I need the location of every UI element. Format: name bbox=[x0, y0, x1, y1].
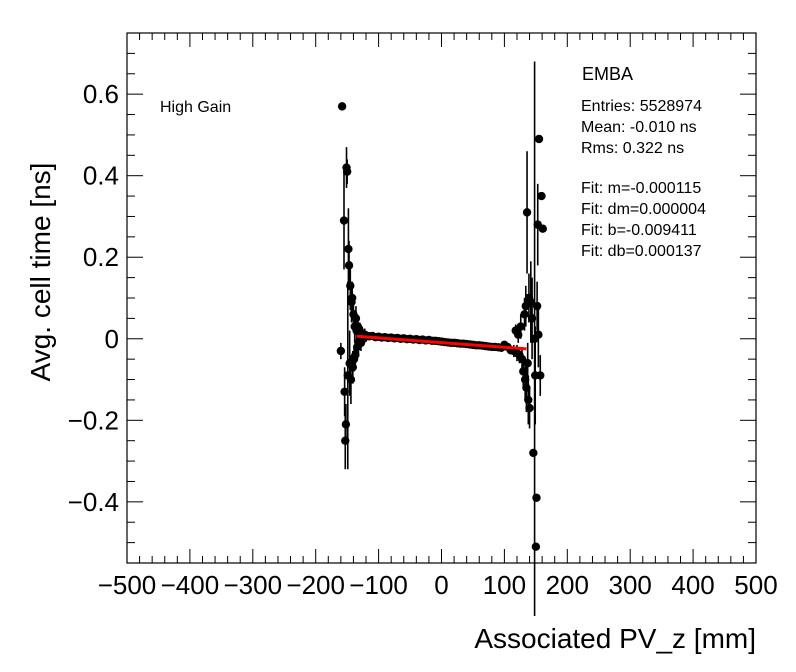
data-point bbox=[522, 208, 532, 217]
data-point bbox=[523, 359, 532, 368]
data-point bbox=[514, 330, 523, 339]
stats-mean: Mean: -0.010 ns bbox=[581, 119, 697, 136]
x-tick-label: 300 bbox=[609, 570, 652, 600]
data-point bbox=[536, 371, 545, 380]
data-point bbox=[344, 261, 354, 270]
data-point bbox=[522, 383, 531, 392]
x-tick-label: 200 bbox=[546, 570, 589, 600]
data-point bbox=[339, 216, 349, 225]
x-tick-label: 500 bbox=[734, 570, 777, 600]
data-point bbox=[348, 363, 358, 372]
data-point bbox=[347, 293, 357, 303]
data-point bbox=[525, 403, 534, 413]
data-point bbox=[344, 244, 353, 254]
data-point bbox=[524, 395, 533, 405]
data-point bbox=[516, 322, 525, 331]
axis-ticks bbox=[126, 32, 757, 564]
data-point bbox=[351, 350, 360, 360]
data-point bbox=[532, 301, 542, 311]
x-tick-label: −500 bbox=[98, 570, 157, 600]
data-point bbox=[534, 330, 543, 339]
data-point bbox=[532, 493, 541, 502]
y-tick-label: 0 bbox=[105, 324, 119, 354]
x-tick-label: 400 bbox=[671, 570, 714, 600]
data-points bbox=[336, 102, 547, 551]
x-tick-label: 100 bbox=[483, 570, 526, 600]
y-axis-title: Avg. cell time [ns] bbox=[25, 163, 56, 382]
x-tick-label: −300 bbox=[224, 570, 283, 600]
data-point bbox=[531, 542, 541, 551]
gain-annotation: High Gain bbox=[160, 99, 231, 116]
data-point bbox=[526, 297, 536, 307]
stats-fit-dm: Fit: dm=0.000004 bbox=[581, 201, 706, 218]
data-point bbox=[529, 448, 538, 458]
fit-line bbox=[356, 334, 527, 351]
data-point bbox=[337, 102, 347, 111]
data-point bbox=[519, 367, 528, 376]
data-point bbox=[340, 387, 349, 396]
data-point bbox=[520, 310, 529, 319]
data-point bbox=[520, 375, 530, 384]
x-tick-label: −100 bbox=[349, 570, 408, 600]
x-axis-title: Associated PV_z [mm] bbox=[474, 623, 756, 654]
y-tick-labels: −0.4 −0.2 0 0.2 0.4 0.6 bbox=[68, 79, 119, 517]
stats-fit-b: Fit: b=-0.009411 bbox=[581, 222, 697, 239]
x-tick-label: 0 bbox=[434, 570, 448, 600]
data-point bbox=[537, 191, 546, 201]
stats-rms: Rms: 0.322 ns bbox=[581, 140, 684, 157]
y-tick-label: 0.2 bbox=[83, 242, 119, 272]
fit-line-group bbox=[356, 334, 527, 351]
stats-fit-m: Fit: m=-0.000115 bbox=[581, 180, 701, 197]
data-point bbox=[346, 281, 355, 290]
data-point bbox=[336, 346, 346, 356]
x-tick-label: −200 bbox=[286, 570, 345, 600]
y-tick-label: −0.2 bbox=[68, 405, 119, 435]
data-point bbox=[341, 420, 351, 429]
data-point bbox=[538, 224, 547, 233]
stats-entries: Entries: 5528974 bbox=[581, 98, 702, 115]
y-tick-label: 0.6 bbox=[83, 79, 119, 109]
data-point bbox=[527, 314, 537, 323]
x-tick-labels: −500 −400 −300 −200 −100 0 100 200 300 400 500 bbox=[98, 570, 778, 600]
stats-title: EMBA bbox=[582, 64, 633, 84]
x-tick-label: −400 bbox=[161, 570, 220, 600]
stats-box: EMBA Entries: 5528974 Mean: -0.010 ns Rm… bbox=[581, 64, 706, 260]
data-point bbox=[534, 134, 544, 144]
data-point bbox=[342, 167, 352, 176]
data-point bbox=[351, 314, 361, 323]
y-tick-label: 0.4 bbox=[83, 161, 119, 191]
data-point bbox=[341, 436, 350, 445]
y-tick-label: −0.4 bbox=[68, 487, 119, 517]
data-point bbox=[346, 375, 356, 384]
stats-fit-db: Fit: db=0.000137 bbox=[581, 243, 702, 260]
